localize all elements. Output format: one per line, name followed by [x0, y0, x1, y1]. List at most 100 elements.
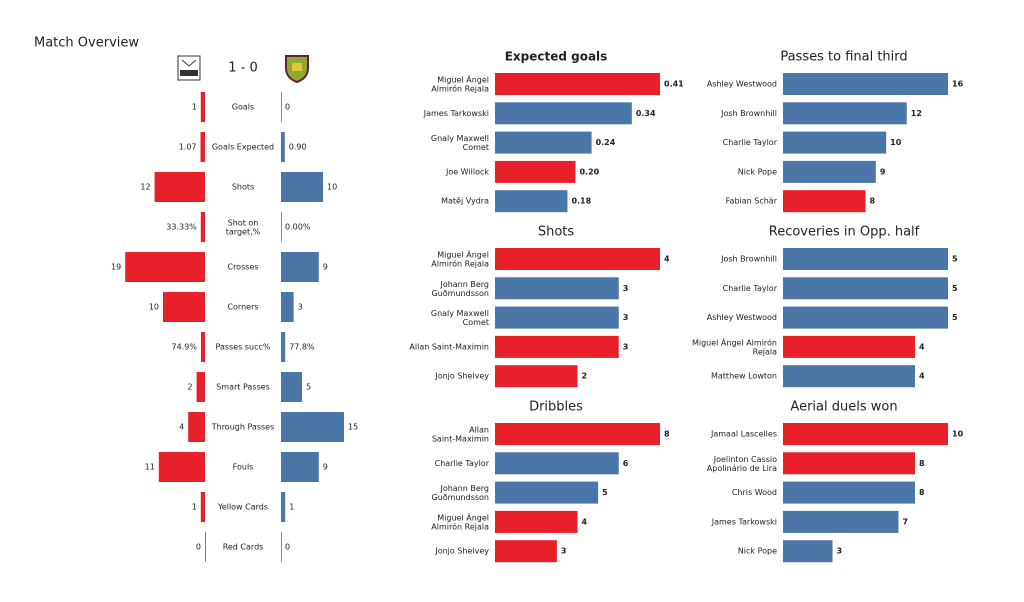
- bar: [205, 532, 206, 562]
- category-label: Through Passes: [211, 423, 275, 432]
- chart-title: Expected goals: [505, 50, 608, 64]
- value-label: 8: [919, 488, 925, 497]
- value-label: 7: [903, 517, 909, 526]
- value-label: 0: [196, 543, 201, 552]
- player-label: Ashley Westwood: [707, 80, 777, 89]
- bar: [495, 248, 660, 270]
- value-label: 6: [623, 459, 629, 468]
- bar: [783, 131, 887, 154]
- value-label: 10: [890, 138, 902, 147]
- bar: [495, 481, 599, 504]
- category-label: Smart Passes: [216, 383, 270, 392]
- player-label: Miguel Ángel Almirón Rejala: [431, 248, 489, 268]
- value-label: 4: [664, 255, 670, 264]
- player-label: James Tarkowski: [423, 109, 489, 118]
- bar: [281, 372, 302, 402]
- value-label: 3: [623, 284, 629, 293]
- player-label: Jonjo Shelvey: [434, 547, 489, 556]
- category-label: Passes succ%: [216, 343, 271, 352]
- player-label: Charlie Taylor: [435, 459, 490, 468]
- value-label: 0.24: [596, 138, 616, 147]
- value-label: 9: [323, 263, 328, 272]
- value-label: 3: [623, 313, 629, 322]
- bar: [783, 160, 876, 183]
- player-label: Gnaly Maxwell Comet: [431, 134, 489, 152]
- category-label: Fouls: [233, 463, 254, 472]
- bar: [783, 277, 948, 300]
- player-label: Johann Berg Guðmundsson: [432, 279, 489, 297]
- player-label: Josh Brownhill: [720, 109, 777, 118]
- category-label: Crosses: [227, 263, 258, 272]
- value-label: 0: [285, 103, 290, 112]
- category-label: Goals Expected: [212, 143, 274, 152]
- bar: [783, 481, 915, 504]
- bar: [783, 452, 915, 475]
- value-label: 2: [582, 372, 588, 381]
- bar: [158, 452, 205, 482]
- bar: [200, 332, 205, 362]
- value-label: 0.90: [289, 143, 307, 152]
- value-label: 5: [952, 255, 958, 264]
- bar: [125, 252, 205, 282]
- value-label: 5: [952, 284, 958, 293]
- category-label: Yellow Cards: [217, 503, 268, 512]
- value-label: 12: [140, 183, 150, 192]
- value-label: 0.18: [571, 197, 591, 206]
- chart-title: Match Overview: [34, 36, 139, 51]
- bar: [200, 492, 205, 522]
- bar: [281, 252, 319, 282]
- bar: [281, 132, 285, 162]
- bar: [200, 92, 205, 122]
- bar: [495, 102, 632, 125]
- bar: [495, 190, 568, 213]
- bar: [163, 292, 205, 322]
- category-label: Goals: [232, 103, 254, 112]
- bar: [783, 73, 948, 95]
- player-label: Gnaly Maxwell Comet: [431, 309, 489, 327]
- value-label: 3: [561, 547, 567, 556]
- bar: [783, 335, 915, 358]
- bar: [495, 365, 578, 388]
- bar: [783, 510, 899, 533]
- bar: [495, 423, 660, 445]
- bar: [783, 540, 833, 563]
- player-label: Nick Pope: [738, 167, 777, 176]
- bar: [281, 212, 282, 242]
- bar: [200, 132, 205, 162]
- player-label: Josh Brownhill: [720, 255, 777, 264]
- bar: [281, 532, 282, 562]
- bar: [281, 92, 282, 122]
- value-label: 77.8%: [289, 343, 315, 352]
- value-label: 1: [192, 103, 197, 112]
- value-label: 5: [306, 383, 311, 392]
- score: 1 - 0: [228, 61, 258, 76]
- bar: [495, 160, 576, 183]
- bar: [783, 190, 866, 213]
- chart-title: Shots: [538, 225, 575, 240]
- value-label: 9: [880, 167, 886, 176]
- value-label: 8: [664, 430, 670, 439]
- category-label: Shots: [232, 183, 254, 192]
- chart-title: Recoveries in Opp. half: [769, 225, 920, 240]
- value-label: 0.00%: [285, 223, 311, 232]
- value-label: 4: [919, 372, 925, 381]
- value-label: 5: [602, 488, 608, 497]
- player-label: Nick Pope: [738, 547, 777, 556]
- bar: [495, 306, 619, 329]
- value-label: 10: [327, 183, 337, 192]
- player-label: Ashley Westwood: [707, 313, 777, 322]
- bar: [495, 131, 592, 154]
- value-label: 1: [192, 503, 197, 512]
- value-label: 0.34: [636, 109, 656, 118]
- player-label: Fabian Schär: [726, 197, 778, 206]
- value-label: 10: [149, 303, 159, 312]
- value-label: 3: [623, 342, 629, 351]
- bar: [783, 306, 948, 329]
- category-label: Corners: [227, 303, 258, 312]
- bar: [495, 335, 619, 358]
- bar: [495, 73, 660, 95]
- bar: [783, 102, 907, 125]
- bar: [196, 372, 205, 402]
- value-label: 9: [323, 463, 328, 472]
- player-label: Allan Saint-Maximin: [409, 342, 489, 351]
